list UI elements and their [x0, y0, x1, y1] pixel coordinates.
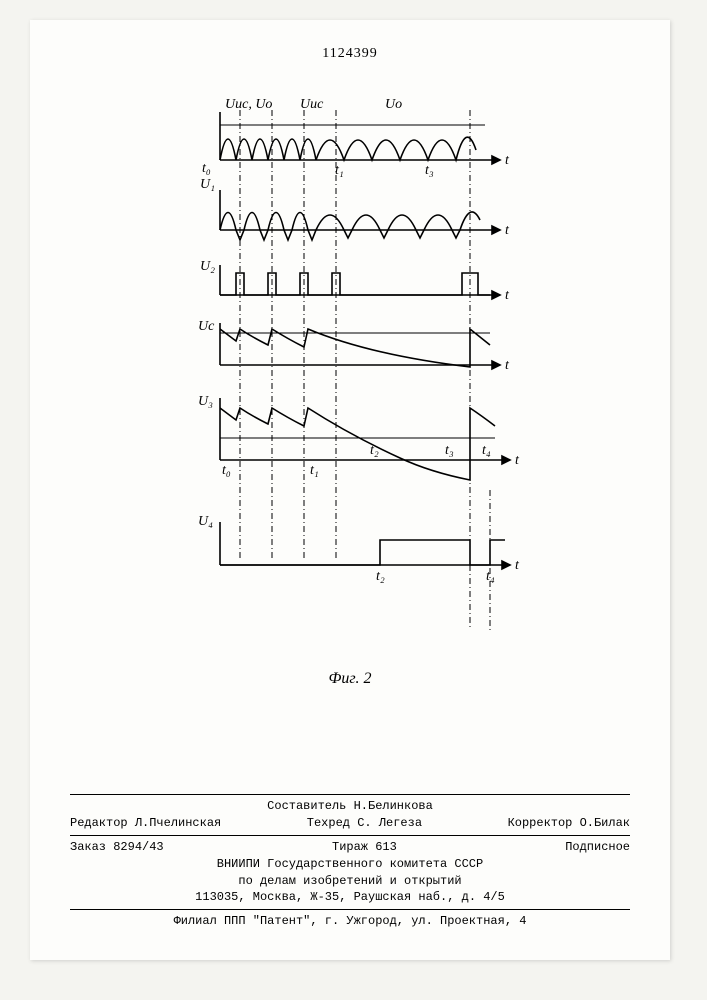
svg-text:t₃: t₃	[445, 443, 454, 458]
trace-label: U₃	[198, 394, 213, 409]
trace-label: U₄	[198, 514, 213, 529]
svg-text:t₀: t₀	[222, 463, 231, 478]
trace-u2: U₂ t	[200, 259, 510, 303]
tirazh-value: 613	[375, 840, 397, 854]
t0-label: t₀	[202, 161, 211, 176]
figure-caption: Фиг. 2	[30, 670, 670, 688]
compiler-name: Н.Белинкова	[354, 799, 433, 813]
trace-label: U₂	[200, 259, 215, 274]
colophon-block: Составитель Н.Белинкова Редактор Л.Пчели…	[70, 791, 630, 930]
svg-text:t₁: t₁	[310, 463, 319, 478]
svg-text:t: t	[515, 558, 520, 573]
trace-uuc-uo: Uис, Uо Uис Uо t t₀ t₁ t₃	[202, 97, 510, 178]
compiler-label: Составитель	[267, 799, 346, 813]
corrector-name: О.Билак	[580, 816, 630, 830]
trace-label: Uис, Uо	[225, 97, 272, 112]
order-value: 8294/43	[113, 840, 163, 854]
org-line-1: ВНИИПИ Государственного комитета СССР	[70, 856, 630, 873]
editor-name: Л.Пчелинская	[135, 816, 221, 830]
svg-text:t: t	[505, 223, 510, 238]
t1-mark: t₁	[335, 163, 344, 178]
org-line-2: по делам изобретений и открытий	[70, 873, 630, 890]
corrector-label: Корректор	[508, 816, 573, 830]
trace-uc: Uс t	[198, 319, 510, 373]
address-2: Филиал ППП "Патент", г. Ужгород, ул. Про…	[70, 913, 630, 930]
address-1: 113035, Москва, Ж-35, Раушская наб., д. …	[70, 889, 630, 906]
tirazh-label: Тираж	[332, 840, 368, 854]
svg-text:t₂: t₂	[370, 443, 379, 458]
techred-label: Техред	[307, 816, 350, 830]
svg-text:t: t	[515, 453, 520, 468]
order-label: Заказ	[70, 840, 106, 854]
trace-u4: U₄ t t₂ t₄	[198, 514, 520, 584]
timing-diagram-svg: Uис, Uо Uис Uо t t₀ t₁ t₃	[170, 90, 550, 670]
trace-u3: U₃ t t₀ t₁ t₂ t₃ t₄	[198, 394, 520, 480]
top-label-uuc: Uис	[300, 97, 324, 112]
subscription: Подписное	[565, 839, 630, 856]
svg-text:t₂: t₂	[376, 569, 385, 584]
t3-mark: t₃	[425, 163, 434, 178]
trace-label: U₁	[200, 177, 215, 192]
svg-text:t₄: t₄	[482, 443, 491, 458]
axis-t: t	[505, 153, 510, 168]
page: 1124399 Uис, Uо Uис Uо	[30, 20, 670, 960]
top-label-uo: Uо	[385, 97, 402, 112]
editor-label: Редактор	[70, 816, 128, 830]
page-number: 1124399	[30, 46, 670, 62]
svg-text:t₄: t₄	[486, 569, 495, 584]
svg-text:t: t	[505, 288, 510, 303]
trace-u1: U₁ t	[200, 177, 510, 240]
techred-name: С. Легеза	[357, 816, 422, 830]
svg-text:t: t	[505, 358, 510, 373]
trace-label: Uс	[198, 319, 215, 334]
timing-diagram-figure: Uис, Uо Uис Uо t t₀ t₁ t₃	[170, 90, 550, 670]
